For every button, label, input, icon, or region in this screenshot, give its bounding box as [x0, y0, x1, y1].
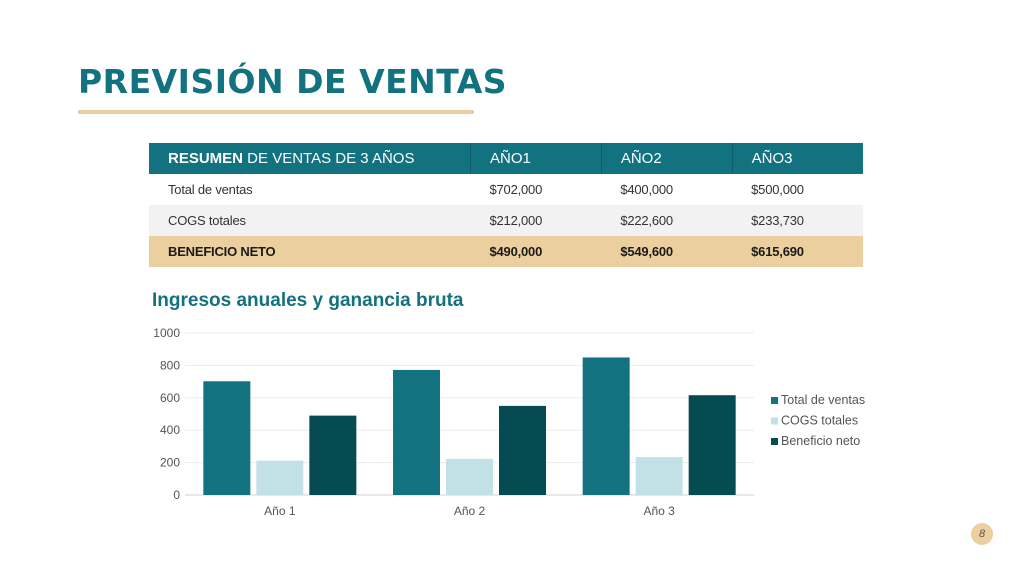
chart-title: Ingresos anuales y ganancia bruta: [152, 290, 464, 311]
legend-label: COGS totales: [781, 414, 858, 428]
cell-value: $702,000: [470, 174, 602, 205]
y-tick-label: 1000: [153, 326, 180, 340]
bar: [309, 415, 357, 495]
x-tick-label: Año 1: [264, 504, 296, 518]
y-tick-label: 200: [160, 456, 180, 470]
y-tick-label: 600: [160, 391, 180, 405]
cell-value: $490,000: [470, 236, 602, 267]
bar: [256, 460, 304, 495]
bar: [393, 369, 440, 495]
bar: [635, 457, 683, 495]
table-header-label: RESUMEN DE VENTAS DE 3 AÑOS: [149, 143, 471, 174]
legend-swatch: [771, 438, 778, 445]
legend-swatch: [771, 417, 778, 425]
table-row-net-profit: BENEFICIO NETO $490,000 $549,600 $615,69…: [149, 236, 863, 267]
table-header-year2: AÑO2: [601, 143, 733, 174]
table-header-row: RESUMEN DE VENTAS DE 3 AÑOS AÑO1 AÑO2 AÑ…: [149, 143, 863, 174]
page-number-badge: 8: [971, 523, 993, 545]
table-header-year3: AÑO3: [732, 143, 863, 174]
sales-summary-table: RESUMEN DE VENTAS DE 3 AÑOS AÑO1 AÑO2 AÑ…: [149, 143, 863, 267]
table-row-total-sales: Total de ventas $702,000 $400,000 $500,0…: [149, 174, 863, 205]
bar: [446, 458, 493, 495]
bar: [499, 405, 546, 495]
legend-swatch: [771, 397, 778, 404]
row-label: COGS totales: [149, 205, 471, 236]
legend-label: Beneficio neto: [781, 434, 860, 448]
revenue-bar-chart: 0 200 400 600 800 1000 Año 1 Año 2 Año 3 Total de…: [153, 326, 865, 518]
bar: [203, 381, 251, 495]
y-tick-label: 400: [160, 423, 180, 437]
cell-value: $222,600: [601, 205, 733, 236]
slide-title: PREVISIÓN DE VENTAS: [78, 62, 508, 101]
row-label: BENEFICIO NETO: [149, 236, 471, 267]
table-header-year1: AÑO1: [470, 143, 602, 174]
y-tick-label: 0: [173, 488, 180, 502]
cell-value: $615,690: [732, 236, 863, 267]
cell-value: $500,000: [732, 174, 863, 205]
x-tick-label: Año 2: [454, 504, 486, 518]
legend-label: Total de ventas: [781, 393, 865, 407]
cell-value: $400,000: [601, 174, 733, 205]
title-underline: [78, 110, 474, 114]
cell-value: $212,000: [470, 205, 602, 236]
row-label: Total de ventas: [149, 174, 471, 205]
bar: [688, 395, 736, 495]
table-row-cogs: COGS totales $212,000 $222,600 $233,730: [149, 205, 863, 236]
cell-value: $233,730: [732, 205, 863, 236]
cell-value: $549,600: [601, 236, 733, 267]
x-tick-label: Año 3: [643, 504, 675, 518]
y-tick-label: 800: [160, 358, 180, 372]
bar: [582, 357, 630, 495]
